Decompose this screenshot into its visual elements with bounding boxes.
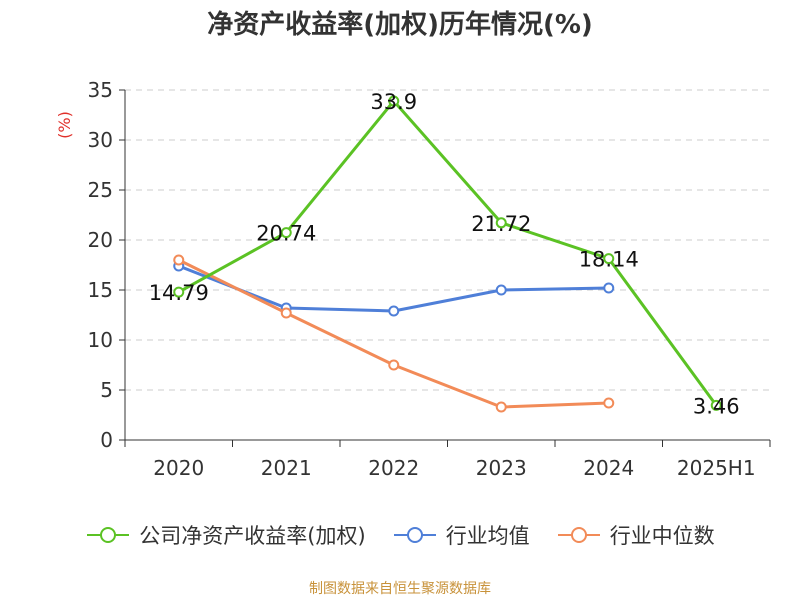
series-line-2 <box>178 258 609 409</box>
chart-title: 净资产收益率(加权)历年情况(%) <box>207 10 593 40</box>
series-line-1 <box>178 264 609 313</box>
y-tick-label: 25 <box>88 178 113 202</box>
chart-legend: 公司净资产收益率(加权) 行业均值 行业中位数 <box>0 520 800 550</box>
data-point <box>173 254 185 266</box>
x-tick-label: 2023 <box>476 456 527 480</box>
data-label: 20.74 <box>256 222 316 246</box>
data-point <box>388 359 400 371</box>
legend-label-industry-median: 行业中位数 <box>609 524 715 548</box>
data-point <box>388 305 400 317</box>
data-point <box>710 399 722 411</box>
y-tick-label: 5 <box>100 378 113 402</box>
data-label: 33.9 <box>370 90 417 114</box>
data-source-note: 制图数据来自恒生聚源数据库 <box>309 581 491 597</box>
series-line-0 <box>178 99 718 407</box>
x-tick-label: 2024 <box>583 456 634 480</box>
y-tick-label: 20 <box>88 228 113 252</box>
y-tick-label: 30 <box>88 128 113 152</box>
y-tick-label: 10 <box>88 328 113 352</box>
data-point <box>603 253 615 265</box>
data-point <box>603 397 615 409</box>
data-point <box>495 401 507 413</box>
data-label: 14.79 <box>149 281 209 305</box>
data-label: 18.14 <box>579 248 639 272</box>
x-tick-label: 2022 <box>368 456 419 480</box>
legend-marker-industry-mean <box>393 527 436 543</box>
data-point <box>603 282 615 294</box>
y-tick-label: 15 <box>88 278 113 302</box>
legend-item-industry-median[interactable]: 行业中位数 <box>556 520 715 550</box>
x-tick-label: 2021 <box>261 456 312 480</box>
data-point <box>280 307 292 319</box>
x-tick-label: 2025H1 <box>677 456 756 480</box>
data-point <box>173 286 185 298</box>
data-label: 3.46 <box>693 394 740 418</box>
data-point <box>388 95 400 107</box>
legend-item-company[interactable]: 公司净资产收益率(加权) <box>85 520 366 550</box>
x-tick-label: 2020 <box>153 456 204 480</box>
data-label: 21.72 <box>471 212 531 236</box>
legend-marker-company <box>87 527 130 543</box>
legend-marker-industry-median <box>557 527 600 543</box>
y-tick-label: 35 <box>88 78 113 102</box>
legend-label-company: 公司净资产收益率(加权) <box>139 524 366 548</box>
data-point <box>495 284 507 296</box>
y-tick-label: 0 <box>100 428 113 452</box>
legend-item-industry-mean[interactable]: 行业均值 <box>392 520 530 550</box>
y-axis-unit-label: (%) <box>55 111 74 139</box>
data-point <box>280 227 292 239</box>
legend-label-industry-mean: 行业均值 <box>445 524 530 548</box>
data-point <box>495 217 507 229</box>
